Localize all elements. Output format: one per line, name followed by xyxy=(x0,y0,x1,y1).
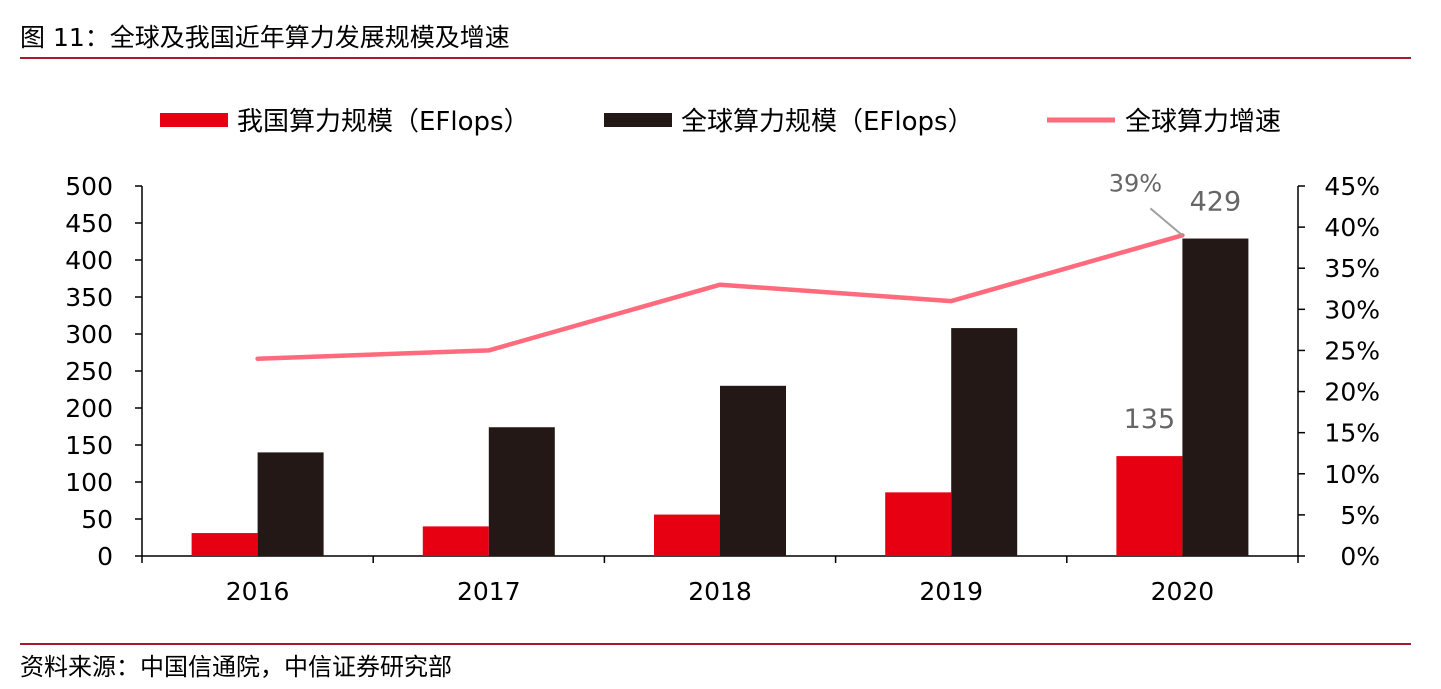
legend: 我国算力规模（EFlops） 全球算力规模（EFlops） 全球算力增速 xyxy=(160,107,1281,137)
data-label-2020-0: 135 xyxy=(1124,404,1176,435)
legend-swatch-0 xyxy=(160,113,228,127)
top-rule xyxy=(20,57,1411,59)
data-label-2020-1: 429 xyxy=(1190,187,1242,218)
left-tick-label-50: 50 xyxy=(81,505,113,534)
right-tick-label-5: 25% xyxy=(1324,336,1380,365)
right-axis: 0% 5% 10% 15% 20% 25% 30% 35% 40% 45% xyxy=(1297,172,1380,571)
legend-label-1: 全球算力规模（EFlops） xyxy=(681,107,974,137)
x-tick-label-2016: 2016 xyxy=(226,577,290,606)
right-tick-label-0: 0% xyxy=(1340,542,1380,571)
left-axis: 0 50 100 150 200 250 300 350 400 450 500 xyxy=(65,172,143,571)
data-label-2020-2: 39% xyxy=(1109,169,1162,197)
x-tick-label-2017: 2017 xyxy=(457,577,521,606)
x-tick-label-2019: 2019 xyxy=(919,577,983,606)
right-tick-label-7: 35% xyxy=(1324,254,1380,283)
bar-global-2018 xyxy=(720,385,786,556)
growth-series-line xyxy=(255,233,1185,361)
right-tick-label-8: 40% xyxy=(1324,213,1380,242)
data-labels: 135 429 39% xyxy=(1109,169,1241,435)
bar-china-2019 xyxy=(885,492,952,556)
x-axis: 2016 2017 2018 2019 2020 xyxy=(141,555,1299,606)
left-tick-label-200: 200 xyxy=(65,394,113,423)
figure-title: 图 11：全球及我国近年算力发展规模及增速 xyxy=(20,23,510,52)
source-note: 资料来源：中国信通院，中信证券研究部 xyxy=(20,653,452,681)
bar-global-2017 xyxy=(488,427,555,556)
bar-global-2019 xyxy=(951,328,1018,556)
legend-swatch-1 xyxy=(604,113,672,127)
legend-label-0: 我国算力规模（EFlops） xyxy=(237,107,530,137)
x-tick-label-2020: 2020 xyxy=(1151,577,1215,606)
right-tick-label-3: 15% xyxy=(1324,419,1380,448)
right-tick-label-4: 20% xyxy=(1324,378,1380,407)
bar-china-2017 xyxy=(422,526,489,556)
data-label-leader-2020 xyxy=(1149,207,1184,237)
left-tick-label-300: 300 xyxy=(65,320,113,349)
left-tick-label-150: 150 xyxy=(65,431,113,460)
right-tick-label-9: 45% xyxy=(1324,172,1380,201)
left-tick-label-400: 400 xyxy=(65,246,113,275)
growth-line xyxy=(255,233,1185,361)
left-tick-label-350: 350 xyxy=(65,283,113,312)
right-tick-label-6: 30% xyxy=(1324,295,1380,324)
left-tick-label-0: 0 xyxy=(97,542,113,571)
bars xyxy=(191,238,1249,557)
right-tick-label-1: 5% xyxy=(1340,501,1380,530)
bar-global-2020 xyxy=(1182,238,1249,557)
bar-global-2016 xyxy=(257,452,324,556)
bar-china-2020 xyxy=(1116,456,1183,556)
left-tick-label-250: 250 xyxy=(65,357,113,386)
right-tick-label-2: 10% xyxy=(1324,460,1380,489)
bottom-rule xyxy=(20,643,1411,645)
left-tick-label-100: 100 xyxy=(65,468,113,497)
left-tick-label-450: 450 xyxy=(65,209,113,238)
x-tick-label-2018: 2018 xyxy=(688,577,752,606)
bar-china-2016 xyxy=(191,533,258,556)
bar-china-2018 xyxy=(654,514,720,556)
legend-label-2: 全球算力增速 xyxy=(1125,107,1281,137)
left-tick-label-500: 500 xyxy=(65,172,113,201)
